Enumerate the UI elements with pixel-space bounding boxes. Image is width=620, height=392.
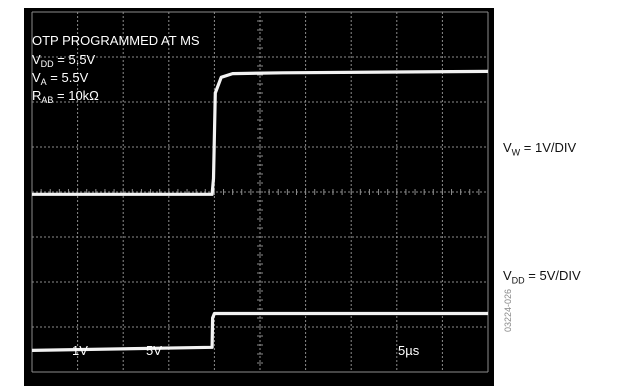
time-scale-readout: 5µs (398, 343, 420, 358)
test-conditions: VDD = 5.5V VA = 5.5V RAB = 10kΩ (32, 52, 99, 105)
ch1-scale-readout: 1V (72, 343, 88, 358)
condition-rab: RAB = 10kΩ (32, 88, 99, 105)
vw-channel-label: VW = 1V/DIV (503, 140, 577, 158)
scope-traces (31, 69, 489, 352)
vdd-channel-label: VDD = 5V/DIV (503, 268, 581, 286)
trace-vw (32, 69, 489, 196)
condition-vdd: VDD = 5.5V (32, 52, 96, 69)
chart-title: OTP PROGRAMMED AT MS (32, 33, 200, 48)
scale-readouts: 1V 5V 5µs (72, 343, 420, 358)
condition-va: VA = 5.5V (32, 70, 89, 87)
figure-id: 03224-026 (503, 288, 513, 332)
ch2-scale-readout: 5V (146, 343, 162, 358)
trace-vdd (31, 311, 488, 352)
